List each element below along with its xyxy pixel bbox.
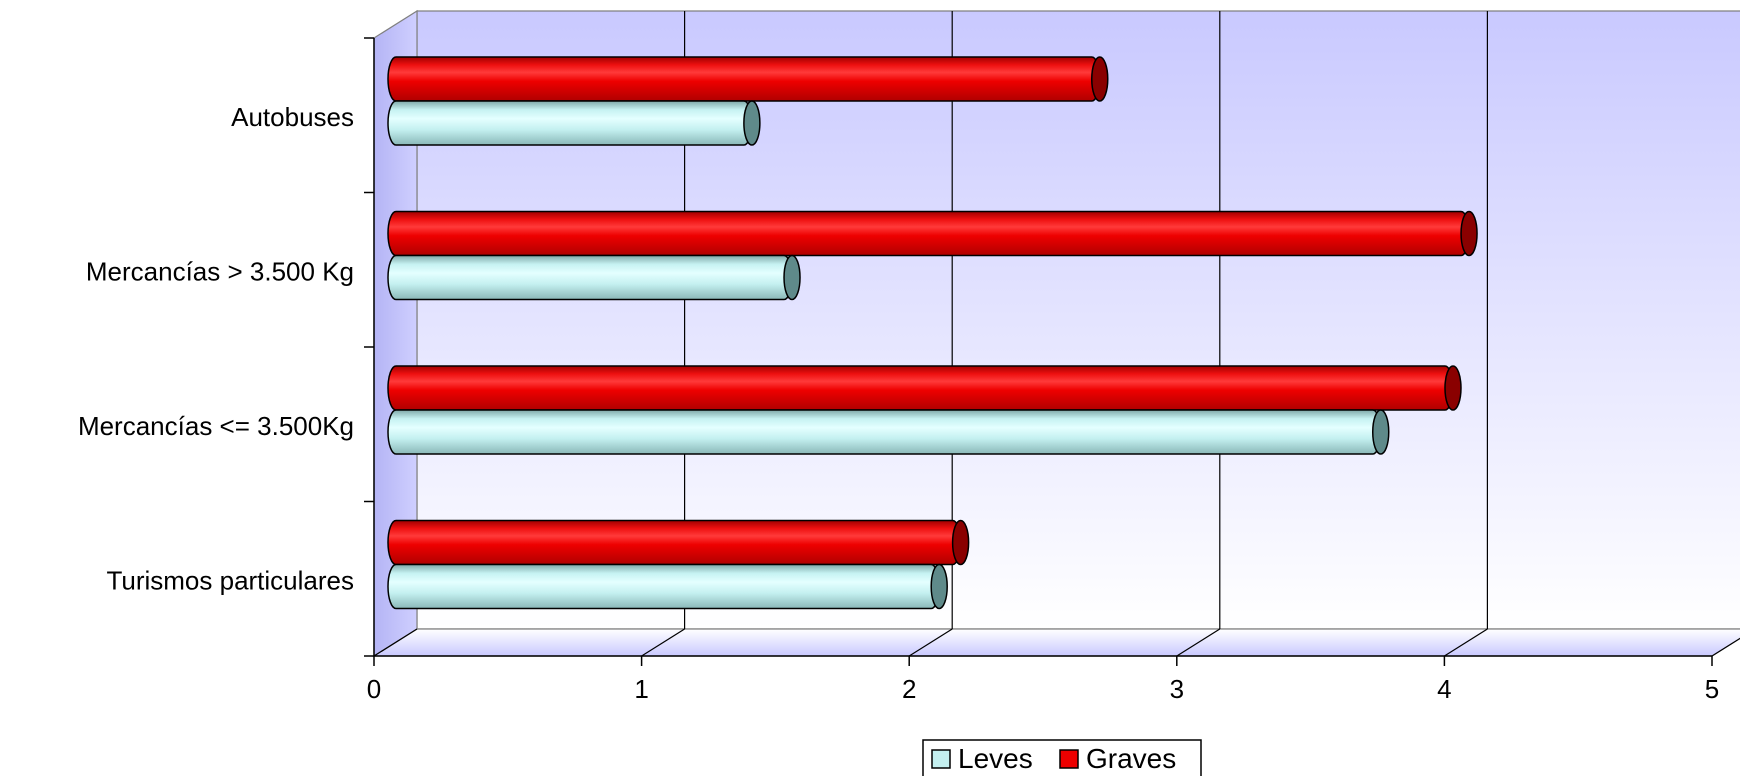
- bar-body: [387, 56, 1101, 102]
- category-label: Turismos particulares: [106, 566, 354, 596]
- bar-end-cap: [743, 100, 761, 146]
- floor: [371, 628, 1740, 657]
- bar-graves: [387, 519, 970, 566]
- bar-body: [387, 254, 793, 301]
- bars: [387, 56, 1478, 610]
- bar-end-cap: [1371, 409, 1390, 455]
- floor-gridline: [373, 628, 418, 657]
- bar-end-cap: [951, 519, 970, 566]
- bar-body: [387, 100, 753, 146]
- category-label: Autobuses: [231, 102, 354, 132]
- floor-gridline: [1444, 628, 1488, 657]
- legend-swatch: [1059, 749, 1079, 769]
- floor-gridline: [1711, 637, 1740, 657]
- bar-end-cap: [783, 254, 801, 301]
- bar-leves: [387, 100, 761, 146]
- x-tick-label: 2: [902, 674, 916, 704]
- bar-body: [387, 365, 1454, 411]
- category-label: Mercancías <= 3.500Kg: [78, 411, 354, 441]
- legend-swatch: [931, 749, 951, 769]
- x-tick-label: 1: [634, 674, 648, 704]
- legend: Leves Graves: [922, 739, 1202, 776]
- bar-leves: [387, 409, 1390, 455]
- floor-gridline: [1176, 628, 1221, 657]
- x-tick-labels: 0 1 2 3 4 5: [367, 674, 1719, 704]
- axes: [364, 37, 1713, 666]
- x-tick-label: 5: [1705, 674, 1719, 704]
- floor-gridline: [908, 628, 953, 657]
- x-tick-label: 0: [367, 674, 381, 704]
- bar-body: [387, 409, 1382, 455]
- bar-leves: [387, 563, 948, 610]
- legend-label: Graves: [1086, 743, 1176, 774]
- bar-end-cap: [930, 563, 948, 610]
- x-tick-label: 3: [1170, 674, 1184, 704]
- bar-end-cap: [1091, 56, 1109, 102]
- bar-end-cap: [1444, 365, 1462, 411]
- bar-leves: [387, 254, 801, 301]
- bar-body: [387, 563, 940, 610]
- floor-gridline: [641, 628, 685, 657]
- bar-body: [387, 210, 1470, 257]
- bar-graves: [387, 56, 1109, 102]
- bar-graves: [387, 210, 1478, 257]
- bar-graves: [387, 365, 1462, 411]
- bar-body: [387, 519, 962, 566]
- legend-label: Leves: [958, 743, 1033, 774]
- category-label: Mercancías > 3.500 Kg: [86, 257, 354, 287]
- plot-walls: [371, 9, 1740, 658]
- category-labels: Autobuses Mercancías > 3.500 Kg Mercancías…: [78, 102, 354, 596]
- x-tick-label: 4: [1437, 674, 1451, 704]
- bar-end-cap: [1460, 210, 1478, 257]
